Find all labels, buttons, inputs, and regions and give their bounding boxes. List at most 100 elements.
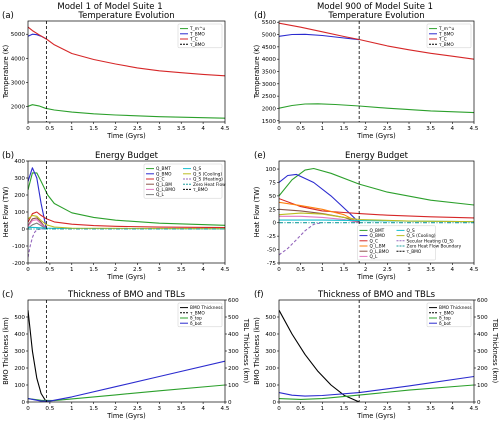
- y2-tick-label: 200: [477, 366, 488, 372]
- x-tick-label: 2: [364, 126, 368, 132]
- legend-label: δ_bot: [190, 321, 202, 327]
- series-line: [28, 172, 225, 226]
- x-tick-label: 1.5: [89, 406, 98, 412]
- legend-label: δ_top: [439, 316, 451, 322]
- y-tick-label: 4000: [11, 56, 26, 62]
- series-line: [279, 33, 360, 41]
- y-tick-label: 200: [265, 366, 276, 372]
- series-line: [279, 384, 474, 400]
- x-tick-label: 0: [277, 267, 281, 273]
- x-tick-label: 1: [70, 126, 74, 132]
- legend-label: Q_C: [370, 238, 379, 244]
- series-group: [28, 26, 225, 119]
- x-tick-label: 1.5: [340, 406, 349, 412]
- x-tick-label: 0.5: [296, 126, 305, 132]
- legend-label: δ_bot: [439, 321, 451, 327]
- x-tick-label: 2: [114, 406, 118, 412]
- x-tick-label: 2.5: [383, 267, 392, 273]
- series-group: [279, 167, 474, 256]
- panel-d: Temperature Evolution (d) 0 0.5 1 1.5 2 2.5 3 3.5…: [253, 11, 479, 140]
- panel-label: (a): [2, 11, 14, 21]
- legend-box: [177, 302, 223, 328]
- x-tick-label: 0: [277, 406, 281, 412]
- series-line: [28, 211, 225, 229]
- legend-label: Q_L,BMO: [156, 187, 176, 193]
- x-axis-label: Time (Gyrs): [356, 132, 396, 140]
- y-tick-label: 5000: [11, 32, 26, 38]
- series-line: [28, 228, 47, 258]
- y2-tick-label: 300: [228, 349, 239, 355]
- suptitle-right: Model 900 of Model Suite 1: [317, 2, 433, 12]
- series-group: [28, 167, 225, 258]
- series-line: [279, 212, 474, 223]
- legend-label: Q_S: [407, 228, 416, 234]
- y-tick-label: 4500: [262, 45, 277, 51]
- x-tick-label: 4: [451, 406, 455, 412]
- panel-c: Thickness of BMO and TBLs (c) 0 0.5 1 1.5 2 2.5…: [2, 290, 250, 420]
- y-tick-label: 3000: [262, 82, 277, 88]
- series-line: [279, 309, 360, 402]
- panel-e: Energy Budget (e) 0 0.5 1 1.5 2 2.5 3 3.5 4 4.5 -75 -…: [253, 151, 479, 281]
- y-tick-label: 400: [14, 332, 25, 338]
- x-tick-label: 2.5: [383, 406, 392, 412]
- legend-label: Q_S (Heating): [193, 177, 223, 183]
- series-group: [279, 309, 474, 402]
- x-tick-label: 1.5: [340, 267, 349, 273]
- x-tick-label: 2: [114, 126, 118, 132]
- legend-box: [177, 23, 223, 49]
- y-tick-label: 25: [269, 207, 277, 213]
- series-line: [28, 214, 225, 230]
- y-tick-label: 400: [265, 332, 276, 338]
- x-axis-label: Time (Gyrs): [106, 273, 146, 281]
- panel-label: (f): [254, 290, 264, 300]
- series-line: [279, 201, 360, 224]
- legend-label: Zero Heat Flow Boundary: [407, 244, 462, 250]
- x-tick-label: 3.5: [177, 406, 186, 412]
- x-tick-label: 4.5: [470, 267, 479, 273]
- series-line: [279, 222, 323, 256]
- x-tick-label: 1: [70, 267, 74, 273]
- y-tick-label: 500: [14, 315, 25, 321]
- panel-label: (c): [2, 290, 13, 300]
- x-axis-label: Time (Gyrs): [356, 412, 396, 420]
- series-line: [28, 384, 225, 402]
- plot-frame: [27, 160, 226, 264]
- x-tick-label: 4: [201, 126, 205, 132]
- legend-label: τ_BMO: [407, 249, 422, 255]
- x-tick-label: 1: [70, 406, 74, 412]
- y-axis-label: BMO Thickness (km): [253, 317, 261, 385]
- y-axis-label: Temperature (K): [253, 45, 261, 99]
- legend-box: [143, 163, 223, 199]
- y-tick-label: 200: [14, 366, 25, 372]
- y-axis-label: Temperature (K): [2, 45, 10, 99]
- y-tick-label: 0: [21, 227, 25, 233]
- series-line: [28, 167, 47, 230]
- plot-frame: [278, 299, 475, 403]
- panel-f: Thickness of BMO and TBLs (f) 0 0.5 1 1.5 2 2.5…: [253, 290, 499, 420]
- y-tick-label: 300: [14, 349, 25, 355]
- legend-label: Zero Heat Flow: [193, 182, 226, 188]
- y-tick-label: 100: [265, 167, 276, 173]
- panel-b: Energy Budget (b) 0 0.5 1 1.5 2 2.5 3 3.5 4 4.5 -200…: [2, 151, 230, 281]
- x-tick-label: 2: [364, 406, 368, 412]
- y-tick-label: 3500: [262, 70, 277, 76]
- x-tick-label: 3.5: [426, 126, 435, 132]
- x-tick-label: 4.5: [221, 126, 230, 132]
- series-line: [279, 22, 474, 60]
- y2-axis-label: TBL Thickness (km): [242, 318, 250, 383]
- y2-tick-label: 300: [477, 349, 488, 355]
- panel-label: (d): [254, 11, 266, 21]
- legend-label: T_m^u: [438, 26, 455, 32]
- x-tick-label: 3: [158, 267, 162, 273]
- x-tick-label: 3.5: [426, 267, 435, 273]
- series-line: [279, 173, 360, 224]
- legend-label: BMO Thickness: [190, 305, 223, 311]
- x-tick-label: 0: [26, 267, 30, 273]
- x-tick-label: 4: [451, 267, 455, 273]
- y2-tick-label: 400: [477, 332, 488, 338]
- x-tick-label: 2: [364, 267, 368, 273]
- x-tick-label: 1.5: [340, 126, 349, 132]
